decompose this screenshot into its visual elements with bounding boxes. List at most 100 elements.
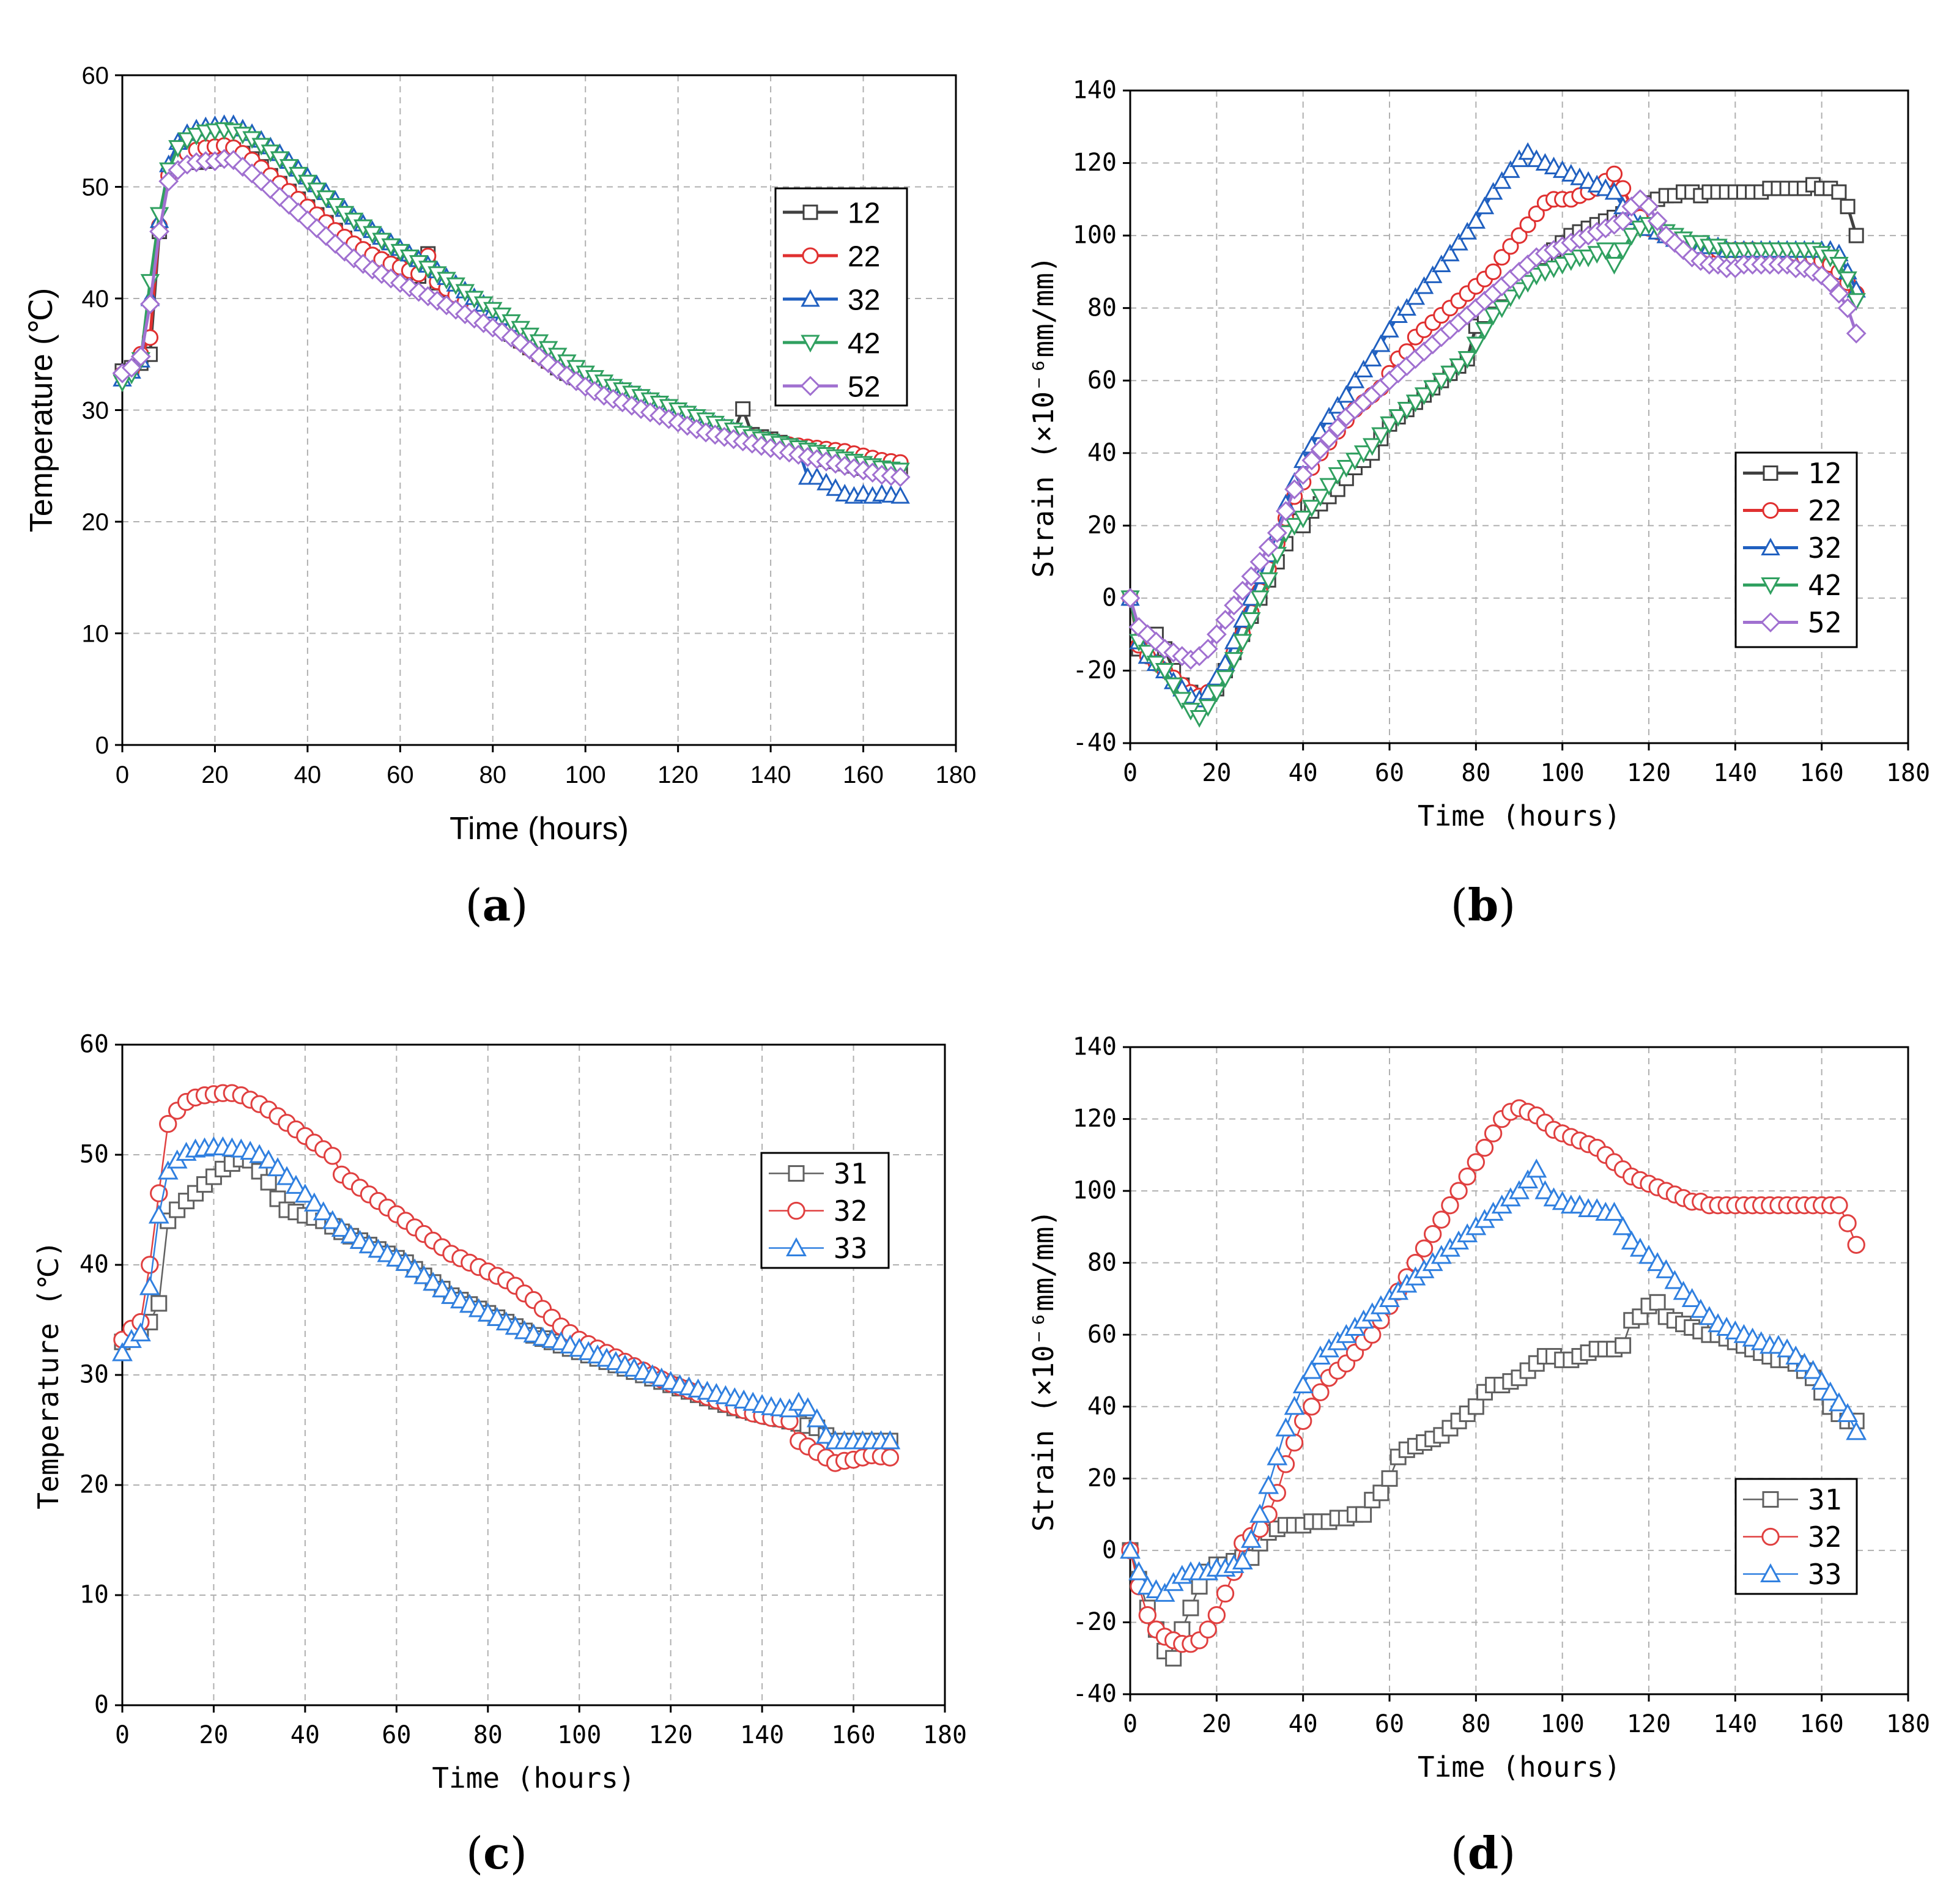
data-point-42 <box>1509 282 1529 300</box>
data-point-42 <box>1242 612 1261 630</box>
y-tick-label: 20 <box>80 1471 109 1499</box>
legend-label-32: 32 <box>848 284 880 316</box>
legend-label-52: 52 <box>1808 606 1841 639</box>
x-tick-label: 80 <box>1461 759 1490 787</box>
data-point-32 <box>881 1448 900 1467</box>
data-point-52 <box>1846 323 1867 344</box>
data-point-32 <box>1457 221 1477 240</box>
data-point-33 <box>1120 1539 1141 1559</box>
y-tick-label: 60 <box>1087 366 1117 395</box>
data-point-52 <box>1301 450 1322 471</box>
data-point-32 <box>1604 182 1624 200</box>
data-point-32 <box>1328 396 1347 414</box>
x-tick-label: 40 <box>294 761 322 788</box>
data-point-33 <box>267 1157 288 1177</box>
data-point-32 <box>1501 160 1520 178</box>
data-point-31 <box>1182 1599 1199 1617</box>
data-point-33 <box>1690 1298 1711 1318</box>
data-point-32 <box>1405 287 1426 305</box>
data-point-33 <box>432 1278 453 1298</box>
data-point-22 <box>1493 249 1511 266</box>
panel-caption: (b) <box>1451 879 1516 931</box>
legend-label-31: 31 <box>1808 1483 1841 1516</box>
data-point-52 <box>399 277 420 298</box>
data-point-42 <box>1311 489 1330 507</box>
data-point-42 <box>1190 710 1209 728</box>
legend-label-33: 33 <box>1808 1558 1841 1591</box>
data-point-33 <box>1829 1392 1849 1412</box>
data-point-42 <box>1492 300 1512 318</box>
data-point-33 <box>139 1276 160 1295</box>
legend-label-31: 31 <box>834 1157 867 1190</box>
legend-label-52: 52 <box>848 371 880 403</box>
x-axis-label: Time (hours) <box>450 811 629 846</box>
legend-label-32: 32 <box>1808 1521 1841 1554</box>
data-point-33 <box>1802 1360 1824 1379</box>
x-tick-label: 120 <box>649 1721 693 1749</box>
legend-marker-32 <box>801 289 820 307</box>
data-point-42 <box>1293 510 1313 528</box>
data-point-42 <box>1483 308 1503 325</box>
data-point-42 <box>1604 257 1624 275</box>
data-point-32 <box>1441 1196 1459 1215</box>
data-point-33 <box>1517 1169 1539 1188</box>
data-point-31 <box>150 1295 168 1312</box>
data-point-42 <box>1829 257 1849 275</box>
data-point-42 <box>1198 699 1218 717</box>
data-point-42 <box>1397 402 1416 420</box>
data-point-42 <box>1405 395 1426 413</box>
legend-marker-42 <box>1761 577 1780 595</box>
data-point-33 <box>1232 1550 1253 1570</box>
legend: 31 32 33 <box>760 1152 890 1269</box>
data-point-52 <box>1120 588 1141 609</box>
legend-marker-42 <box>801 335 820 353</box>
data-point-31 <box>1467 1398 1484 1415</box>
y-tick-label: 120 <box>1073 1105 1117 1133</box>
data-point-42 <box>1613 242 1633 261</box>
legend-label-22: 22 <box>848 240 880 273</box>
data-point-32 <box>1466 211 1486 229</box>
data-point-32 <box>1353 360 1374 377</box>
data-point-33 <box>1292 1374 1314 1394</box>
y-tick-label: 20 <box>1087 1464 1117 1492</box>
x-tick-label: 120 <box>1627 1710 1671 1738</box>
data-point-42 <box>1440 365 1460 383</box>
x-tick-label: 80 <box>473 1721 503 1749</box>
y-tick-label: 80 <box>1087 294 1117 322</box>
y-tick-label: 40 <box>1087 439 1117 467</box>
data-point-42 <box>1345 453 1365 470</box>
data-point-42 <box>1172 692 1192 710</box>
data-point-31 <box>1191 1578 1208 1595</box>
y-tick-label: 20 <box>82 509 109 536</box>
data-point-52 <box>890 467 911 487</box>
data-point-22 <box>1605 165 1623 182</box>
x-tick-label: 100 <box>565 761 606 788</box>
x-tick-label: 140 <box>750 761 791 788</box>
data-point-52 <box>1258 537 1279 558</box>
data-point-33 <box>313 1201 334 1221</box>
data-point-42 <box>1466 336 1486 355</box>
data-point-33 <box>1509 1180 1530 1199</box>
data-point-42 <box>1432 372 1451 391</box>
data-point-33 <box>1240 1528 1262 1548</box>
y-tick-label: 80 <box>1087 1248 1117 1276</box>
data-point-52 <box>371 264 392 284</box>
data-point-31 <box>1381 1470 1398 1487</box>
y-tick-label: 30 <box>82 398 109 424</box>
data-point-32 <box>1319 407 1339 424</box>
legend-label-42: 42 <box>848 327 880 360</box>
x-tick-label: 160 <box>1800 1710 1844 1738</box>
legend: 12 22 32 42 52 <box>774 187 908 407</box>
y-tick-label: 0 <box>95 732 109 759</box>
legend: 31 32 33 <box>1734 1478 1858 1595</box>
data-point-42 <box>1215 670 1235 688</box>
x-tick-label: 120 <box>657 761 698 788</box>
data-point-52 <box>1284 479 1305 500</box>
data-point-32 <box>1432 1210 1451 1229</box>
data-point-42 <box>1622 228 1641 246</box>
data-point-33 <box>112 1342 133 1361</box>
data-point-52 <box>1613 210 1634 231</box>
data-point-52 <box>344 248 365 269</box>
data-point-32 <box>816 472 836 491</box>
data-point-52 <box>251 171 272 191</box>
